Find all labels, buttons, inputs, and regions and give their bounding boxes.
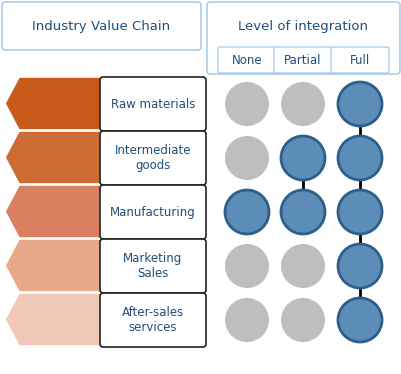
Circle shape [225,298,268,342]
Circle shape [280,136,324,180]
Text: Industry Value Chain: Industry Value Chain [32,19,170,33]
FancyBboxPatch shape [100,293,205,347]
Circle shape [225,82,268,126]
Circle shape [337,136,381,180]
Circle shape [337,244,381,288]
Circle shape [337,298,381,342]
Circle shape [280,244,324,288]
Circle shape [280,190,324,234]
FancyBboxPatch shape [207,2,399,74]
Text: Marketing
Sales: Marketing Sales [123,252,182,280]
Text: Full: Full [349,53,369,67]
Circle shape [280,82,324,126]
FancyBboxPatch shape [273,47,331,73]
Text: Manufacturing: Manufacturing [110,205,195,218]
Circle shape [280,298,324,342]
Polygon shape [5,239,114,292]
Text: Intermediate
goods: Intermediate goods [114,144,191,172]
FancyBboxPatch shape [100,77,205,131]
FancyBboxPatch shape [100,239,205,293]
Text: After-sales
services: After-sales services [122,306,184,334]
Text: Partial: Partial [284,53,321,67]
Polygon shape [5,131,114,184]
FancyBboxPatch shape [100,185,205,239]
Circle shape [337,82,381,126]
Circle shape [225,244,268,288]
FancyBboxPatch shape [2,2,200,50]
Circle shape [225,136,268,180]
Text: None: None [231,53,262,67]
Circle shape [337,190,381,234]
Polygon shape [5,185,114,238]
FancyBboxPatch shape [330,47,388,73]
Circle shape [225,190,268,234]
Text: Level of integration: Level of integration [238,19,368,33]
Text: Raw materials: Raw materials [111,98,195,110]
Polygon shape [5,293,114,346]
FancyBboxPatch shape [100,131,205,185]
Polygon shape [5,77,114,130]
FancyBboxPatch shape [217,47,275,73]
